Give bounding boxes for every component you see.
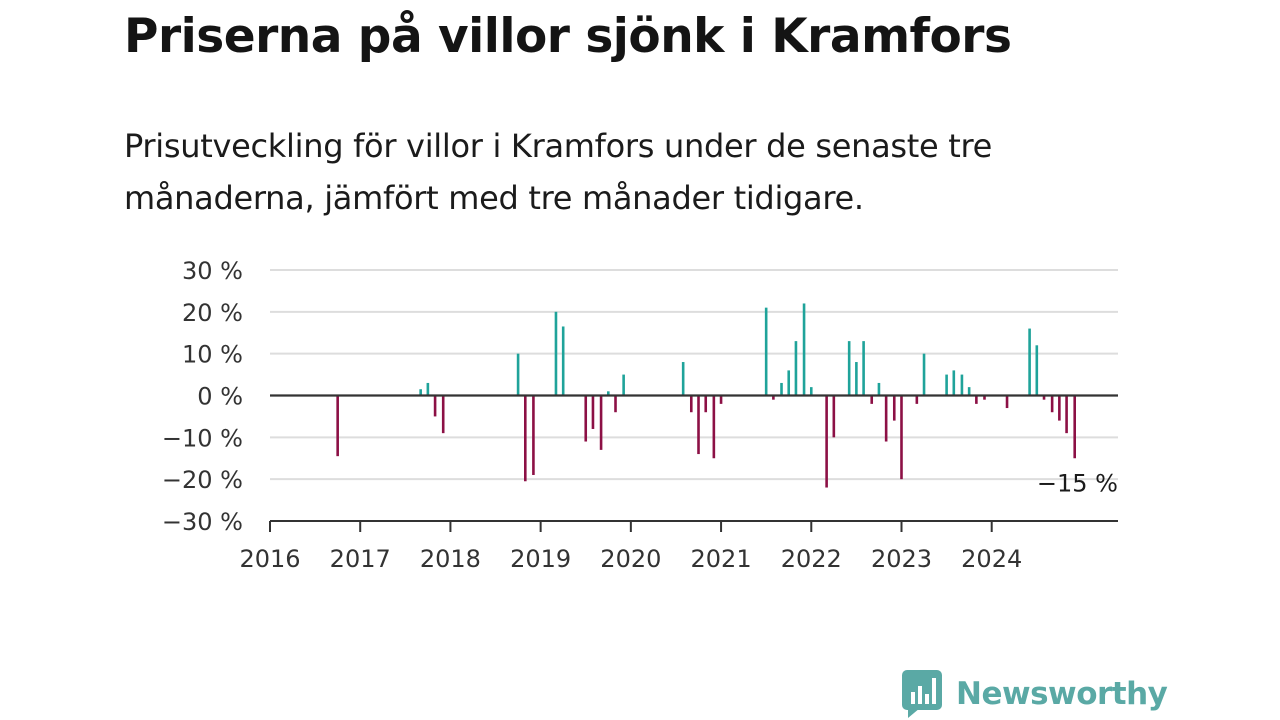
bar (855, 362, 858, 396)
bar (704, 395, 708, 413)
grid-lines (270, 269, 1118, 481)
bar (967, 387, 971, 396)
bar (780, 382, 783, 396)
y-tick-label: −30 % (162, 508, 243, 536)
last-value-label: −15 % (1037, 469, 1118, 497)
y-tick-label: −10 % (162, 424, 243, 452)
bar (554, 311, 558, 396)
axes (269, 394, 1118, 532)
y-tick-label: 10 % (182, 341, 243, 369)
x-tick-label: 2016 (239, 545, 300, 573)
annotations: −15 % (1037, 469, 1118, 497)
chart-subtitle: Prisutveckling för villor i Kramfors und… (124, 127, 993, 217)
y-tick-label: −20 % (162, 466, 243, 494)
bar (847, 341, 851, 396)
bar (1073, 395, 1076, 459)
bar (1042, 395, 1046, 400)
x-tick-label: 2020 (600, 545, 661, 573)
bar (832, 395, 836, 438)
x-tick-label: 2022 (781, 545, 842, 573)
x-axis-tick-labels: 2016 2017 2018 2019 2020 2021 2022 2023 2024 (239, 545, 1022, 573)
chart-title: Priserna på villor sjönk i Kramfors (124, 9, 1012, 64)
bar (1065, 395, 1068, 434)
bar (802, 303, 806, 396)
brand-logo[interactable]: Newsworthy (902, 670, 1168, 718)
bar (1050, 395, 1054, 413)
bar (787, 370, 791, 396)
bar (764, 307, 768, 396)
bars (336, 303, 1076, 488)
bar (892, 395, 896, 421)
bar (584, 395, 588, 442)
bar (591, 395, 595, 429)
brand-name: Newsworthy (956, 676, 1168, 712)
bar (336, 395, 339, 457)
bar (599, 395, 603, 450)
bar (952, 370, 956, 396)
bar (1005, 395, 1009, 409)
bar (689, 395, 693, 413)
bar (809, 387, 813, 396)
x-tick-label: 2024 (961, 545, 1022, 573)
bar (622, 374, 625, 396)
bar (614, 395, 617, 413)
bar (1058, 395, 1061, 421)
bar (426, 382, 430, 396)
bar (433, 395, 437, 417)
bar (945, 374, 948, 396)
bar (922, 353, 926, 396)
x-tick-label: 2018 (420, 545, 481, 573)
bar (960, 374, 964, 396)
bar (870, 395, 874, 404)
bar (441, 395, 445, 434)
bar (877, 382, 881, 396)
bar (915, 395, 919, 404)
y-tick-label: 30 % (182, 257, 243, 285)
bar (794, 341, 798, 396)
y-tick-label: 20 % (182, 299, 243, 327)
newsworthy-logo-icon (902, 670, 942, 718)
bar (681, 362, 685, 396)
bar (607, 391, 610, 396)
bar (900, 395, 903, 480)
bar (975, 395, 978, 404)
x-tick-label: 2019 (510, 545, 571, 573)
bar (524, 395, 527, 482)
x-tick-label: 2023 (871, 545, 932, 573)
bar (532, 395, 535, 475)
bar (772, 395, 775, 400)
bar (884, 395, 888, 442)
bar (561, 326, 565, 396)
x-tick-label: 2017 (330, 545, 391, 573)
bar (419, 389, 422, 396)
y-tick-label: 0 % (197, 383, 243, 411)
bar (719, 395, 723, 404)
bar (712, 395, 716, 459)
bar (825, 395, 828, 488)
bar (516, 353, 520, 396)
bar (862, 341, 865, 396)
y-axis-tick-labels: 30 % 20 % 10 % 0 % −10 % −20 % −30 % (162, 257, 243, 536)
bar (1028, 328, 1031, 396)
bar (983, 395, 986, 400)
bar (697, 395, 700, 455)
bar (1035, 345, 1039, 396)
x-tick-label: 2021 (691, 545, 752, 573)
